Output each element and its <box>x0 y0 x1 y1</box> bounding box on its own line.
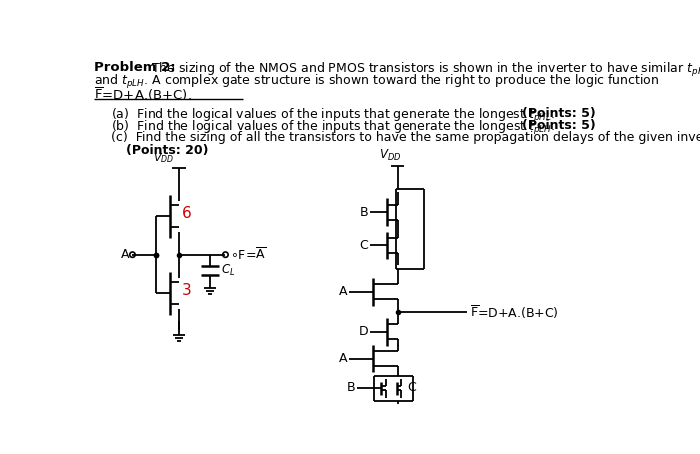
Text: C: C <box>407 381 416 395</box>
Text: B: B <box>347 381 356 395</box>
Text: B: B <box>359 206 368 219</box>
Text: A: A <box>121 248 130 261</box>
Text: D: D <box>358 325 368 338</box>
Text: A: A <box>340 285 348 298</box>
Text: 6: 6 <box>182 206 192 221</box>
Text: (a)  Find the logical values of the inputs that generate the longest $t_{pHL}$.: (a) Find the logical values of the input… <box>111 107 560 125</box>
Text: (Points: 20): (Points: 20) <box>126 144 209 157</box>
Text: $C_L$: $C_L$ <box>220 263 235 278</box>
Text: $\overline{\rm F}$=D+A.(B+C): $\overline{\rm F}$=D+A.(B+C) <box>470 304 559 321</box>
Text: The sizing of the NMOS and PMOS transistors is shown in the inverter to have sim: The sizing of the NMOS and PMOS transist… <box>151 61 700 79</box>
Text: (c)  Find the sizing of all the transistors to have the same propagation delays : (c) Find the sizing of all the transisto… <box>111 132 700 144</box>
Text: $\circ$F=$\overline{\rm A}$: $\circ$F=$\overline{\rm A}$ <box>230 247 266 263</box>
Text: (Points: 5): (Points: 5) <box>522 107 595 120</box>
Text: (Points: 5): (Points: 5) <box>522 119 595 132</box>
Text: 3: 3 <box>182 282 192 298</box>
Text: A: A <box>340 352 348 365</box>
Text: $\overline{\rm F}$=D+A.(B+C).: $\overline{\rm F}$=D+A.(B+C). <box>94 85 192 103</box>
Text: (b)  Find the logical values of the inputs that generate the longest $t_{pLH}$.: (b) Find the logical values of the input… <box>111 119 561 137</box>
Text: $V_{DD}$: $V_{DD}$ <box>153 152 174 165</box>
Text: C: C <box>359 239 368 252</box>
Text: Problem 2:: Problem 2: <box>94 61 175 74</box>
Text: $V_{DD}$: $V_{DD}$ <box>379 148 401 163</box>
Text: and $t_{pLH}$. A complex gate structure is shown toward the right to produce the: and $t_{pLH}$. A complex gate structure … <box>94 73 659 91</box>
